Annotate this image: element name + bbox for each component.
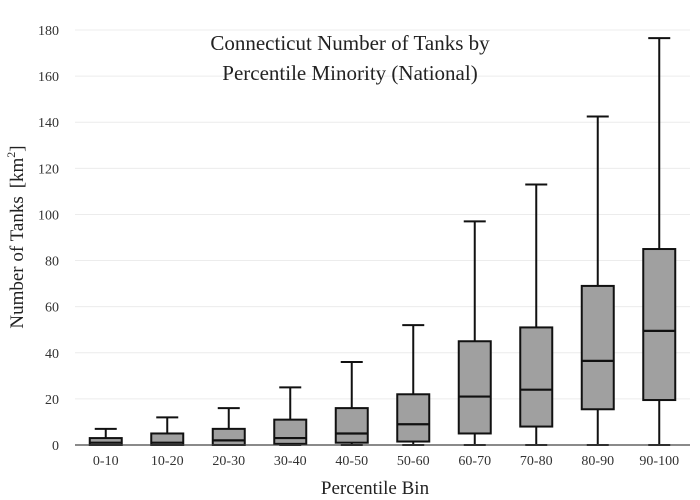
chart-title-line-1: Connecticut Number of Tanks by (210, 31, 490, 55)
iqr-box (334, 407, 369, 444)
box-70-80 (519, 183, 554, 446)
gridlines (75, 29, 690, 400)
y-tick-labels: 0 20 40 60 80 100 120 140 160 180 (38, 24, 59, 454)
y-tick-label: 100 (38, 208, 59, 223)
chart-title-line-2: Percentile Minority (National) (222, 61, 477, 85)
iqr-box (273, 418, 308, 445)
iqr-box (642, 248, 677, 402)
iqr-box (88, 437, 123, 447)
x-tick-label: 80-90 (581, 454, 614, 469)
y-tick-label: 120 (38, 162, 59, 177)
y-tick-label: 180 (38, 24, 59, 39)
box-60-70 (457, 220, 492, 446)
box-series (88, 37, 677, 447)
iqr-box (396, 393, 431, 443)
y-tick-label: 140 (38, 116, 59, 131)
box-90-100 (642, 37, 677, 446)
x-tick-label: 90-100 (639, 454, 679, 469)
x-tick-label: 60-70 (458, 454, 491, 469)
box-40-50 (334, 361, 369, 446)
iqr-box (211, 427, 246, 447)
y-tick-label: 80 (45, 255, 59, 270)
iqr-box (457, 340, 492, 435)
box-10-20 (150, 416, 185, 447)
y-tick-label: 60 (45, 301, 59, 316)
y-tick-label: 20 (45, 393, 59, 408)
y-axis-unit-base: [km (7, 157, 28, 188)
x-tick-label: 20-30 (212, 454, 245, 469)
y-axis-title: Number of Tanks [km2] (4, 145, 28, 328)
iqr-box (519, 326, 554, 428)
box-0-10 (88, 427, 123, 447)
x-tick-label: 30-40 (274, 454, 307, 469)
box-30-40 (273, 386, 308, 446)
y-tick-label: 160 (38, 70, 59, 85)
x-tick-labels: 0-10 10-20 20-30 30-40 40-50 50-60 60-70 70-80 8… (93, 454, 679, 469)
x-tick-label: 40-50 (335, 454, 368, 469)
x-tick-label: 0-10 (93, 454, 119, 469)
x-tick-label: 50-60 (397, 454, 430, 469)
y-tick-label: 40 (45, 347, 59, 362)
box-80-90 (580, 115, 615, 446)
x-tick-label: 10-20 (151, 454, 184, 469)
box-50-60 (396, 324, 431, 446)
x-axis-title: Percentile Bin (321, 478, 430, 499)
x-tick-label: 70-80 (520, 454, 553, 469)
iqr-box (580, 284, 615, 411)
y-axis-unit-close: ] (7, 145, 28, 151)
y-axis-title-text: Number of Tanks (7, 196, 28, 328)
y-tick-label: 0 (52, 439, 59, 454)
box-20-30 (211, 407, 246, 447)
y-axis-unit-exponent: 2 (4, 152, 18, 158)
